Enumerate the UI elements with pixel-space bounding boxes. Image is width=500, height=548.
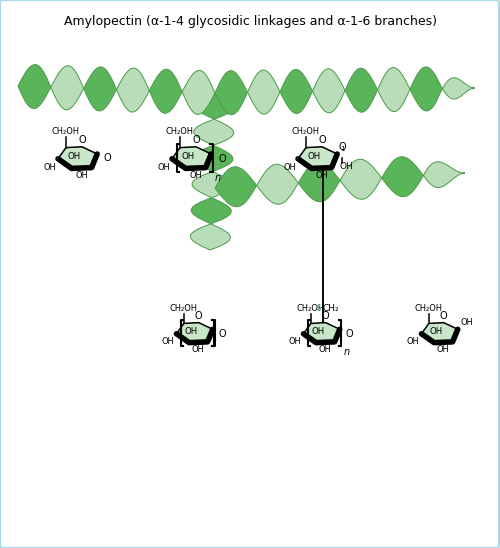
Polygon shape [298,147,337,168]
Polygon shape [58,147,97,168]
Text: OH: OH [44,163,56,172]
Polygon shape [280,70,312,113]
Text: CH₂OH: CH₂OH [297,304,325,313]
Polygon shape [298,162,340,202]
Polygon shape [410,67,442,111]
Polygon shape [340,159,382,199]
Polygon shape [116,68,149,112]
Text: OH: OH [312,327,325,336]
Text: OH: OH [407,338,420,346]
Polygon shape [84,67,116,111]
Text: OH: OH [437,345,450,354]
Text: 1: 1 [340,146,345,152]
Text: O: O [318,135,326,145]
Polygon shape [422,323,458,342]
Text: O: O [195,311,202,321]
Text: O: O [322,311,330,321]
Text: O: O [219,329,226,339]
Text: OH: OH [184,327,198,336]
Text: O: O [218,154,226,164]
Polygon shape [345,68,378,112]
Polygon shape [18,65,50,109]
Polygon shape [193,145,233,172]
Polygon shape [51,66,84,110]
Text: OH: OH [319,345,332,354]
Text: O: O [78,135,86,145]
Text: CH₂OH: CH₂OH [170,304,198,313]
Polygon shape [182,71,215,115]
Text: O: O [346,329,354,339]
Text: OH: OH [315,171,328,180]
Polygon shape [190,224,230,250]
Polygon shape [382,157,424,197]
Text: OH: OH [68,152,80,161]
Text: CH₂OH: CH₂OH [415,304,443,313]
Polygon shape [248,70,280,114]
Polygon shape [176,323,213,342]
Polygon shape [192,172,232,198]
Text: OH: OH [289,338,302,346]
Text: OH: OH [189,171,202,180]
Text: OH: OH [182,152,194,161]
Text: OH: OH [461,318,473,327]
Text: OH: OH [283,163,296,172]
Text: CH₂OH: CH₂OH [292,127,320,136]
Polygon shape [194,93,234,119]
Polygon shape [150,69,182,113]
Text: CH₂: CH₂ [323,304,340,313]
Polygon shape [304,323,340,342]
Text: O: O [440,311,448,321]
Polygon shape [215,167,256,207]
Text: OH: OH [157,163,170,172]
Text: OH: OH [192,345,204,354]
Polygon shape [424,162,465,187]
Text: OH: OH [75,171,88,180]
Text: O: O [103,153,111,163]
Text: Amylopectin (α-1-4 glycosidic linkages and α-1-6 branches): Amylopectin (α-1-4 glycosidic linkages a… [64,15,436,28]
Text: OH: OH [339,162,353,171]
Text: OH: OH [430,327,443,336]
Polygon shape [172,147,211,168]
Text: CH₂OH: CH₂OH [52,127,80,136]
Text: n: n [215,173,221,182]
Polygon shape [192,198,231,224]
Text: 6: 6 [315,304,321,313]
Text: OH: OH [308,152,320,161]
Text: O: O [338,142,346,152]
Polygon shape [194,119,234,145]
Text: O: O [192,135,200,145]
Polygon shape [312,69,345,113]
Polygon shape [256,164,298,204]
Text: n: n [343,346,349,357]
Polygon shape [215,71,247,115]
Text: CH₂OH: CH₂OH [166,127,194,136]
Polygon shape [378,67,410,112]
Text: OH: OH [162,338,174,346]
Polygon shape [443,78,475,99]
